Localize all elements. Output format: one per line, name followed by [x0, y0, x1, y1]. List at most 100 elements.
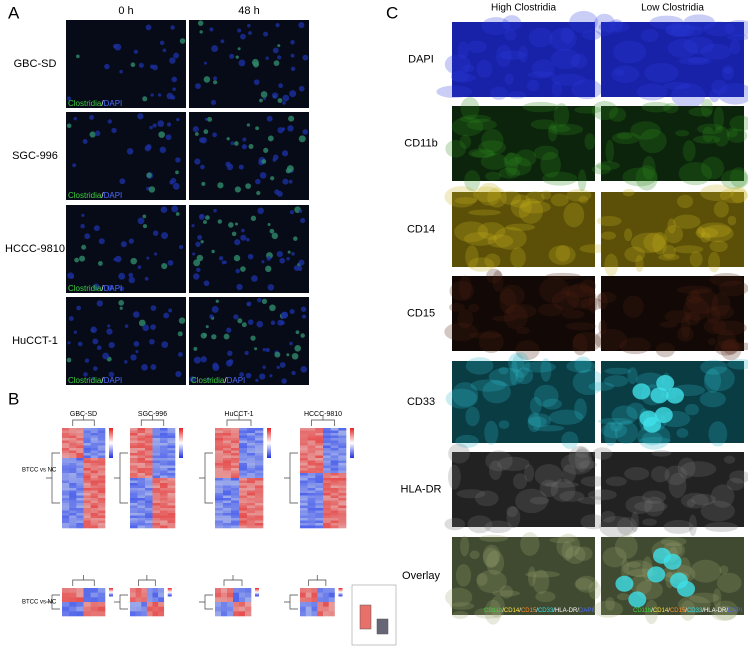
heatmap-cell — [247, 453, 256, 456]
heatmap-cell — [97, 460, 106, 464]
heatmap-cell — [130, 430, 138, 434]
cell — [251, 58, 259, 66]
cell — [290, 53, 295, 58]
heatmap-cell — [255, 478, 264, 481]
texture — [625, 495, 653, 515]
cell — [276, 250, 283, 258]
heatmap-cell — [247, 443, 256, 446]
heatmap-cell — [300, 478, 308, 481]
caption-marker: Clostridia — [68, 99, 102, 108]
heatmap-cell — [315, 455, 324, 459]
texture — [506, 506, 518, 517]
heatmap-cell — [338, 500, 347, 504]
texture — [575, 448, 590, 458]
heatmap-cell — [76, 520, 84, 524]
texture — [713, 106, 725, 131]
texture — [626, 402, 646, 420]
cell — [269, 304, 276, 312]
caption-part: / — [726, 608, 728, 614]
heatmap-cell — [223, 460, 232, 464]
heatmap-cell — [247, 465, 256, 469]
cell — [223, 333, 230, 340]
texture — [454, 197, 477, 205]
heatmap-cell — [167, 435, 176, 439]
heatmap-cell — [255, 488, 264, 491]
heatmap-cell — [300, 500, 308, 504]
color-key — [167, 588, 172, 597]
heatmap-cell — [130, 588, 136, 593]
caption-part: CD14 — [653, 608, 669, 614]
heatmap-cell — [145, 505, 153, 509]
heatmap-cell — [231, 443, 240, 446]
heatmap-cell — [307, 478, 316, 481]
heatmap-cell — [300, 508, 308, 511]
heatmap-cell — [231, 468, 240, 471]
texture — [528, 416, 547, 427]
heatmap-cell — [233, 611, 240, 617]
heatmap-cell — [231, 518, 240, 521]
heatmap-cell — [152, 440, 161, 444]
heatmap-cell — [76, 443, 84, 446]
cell — [263, 31, 269, 37]
heatmap-cell — [76, 493, 84, 496]
heatmap-cell — [330, 445, 339, 449]
heatmap-cell — [215, 611, 222, 617]
heatmap-cell — [130, 505, 138, 509]
heatmap-cell — [76, 478, 84, 481]
heatmap-cell — [231, 473, 240, 476]
texture — [465, 406, 480, 427]
cell — [154, 252, 158, 256]
texture — [574, 546, 593, 561]
heatmap-cell — [231, 493, 240, 496]
heatmap-cell — [223, 453, 232, 456]
cell — [293, 236, 298, 241]
heatmap-cell — [141, 602, 148, 607]
heatmap-cell — [76, 611, 84, 617]
heatmap-cell — [330, 495, 339, 499]
heatmap-cell — [223, 475, 232, 479]
heatmap-cell — [97, 602, 106, 607]
heatmap-cell — [338, 440, 347, 444]
texture — [561, 431, 579, 449]
cell — [255, 378, 259, 382]
heatmap-cell — [97, 478, 106, 481]
cell — [203, 61, 208, 65]
texture — [635, 254, 644, 273]
texture — [497, 456, 530, 472]
heatmap-cell — [215, 448, 224, 451]
heatmap-cell — [167, 463, 176, 466]
heatmap-cell — [330, 503, 339, 506]
heatmap-cell — [323, 430, 331, 434]
dendrogram — [72, 415, 95, 426]
heatmap-cell — [97, 445, 106, 449]
heatmap-cell — [215, 500, 224, 504]
cell — [302, 54, 309, 61]
texture — [489, 460, 503, 481]
follicle — [656, 375, 675, 392]
cell — [152, 64, 158, 71]
heatmap-cell — [167, 510, 176, 514]
texture — [476, 573, 488, 586]
heatmap-cell — [223, 478, 232, 481]
texture — [676, 194, 694, 209]
heatmap-cell — [330, 458, 339, 461]
texture — [578, 195, 589, 204]
heatmap-cell — [90, 465, 99, 469]
texture — [663, 103, 679, 114]
heatmap-cell — [338, 520, 347, 524]
cell — [230, 141, 235, 146]
heatmap-cell — [137, 463, 146, 466]
heatmap-cell — [130, 508, 138, 511]
cell — [169, 180, 174, 185]
heatmap-cell — [69, 505, 77, 509]
heatmap-cell — [233, 597, 240, 603]
texture — [652, 231, 668, 255]
heatmap-cell — [307, 455, 316, 459]
heatmap-cell — [239, 490, 248, 494]
heatmap-cell — [323, 493, 331, 496]
heatmap-title: GBC-SD — [70, 411, 97, 418]
heatmap-cell — [62, 435, 70, 439]
heatmap-cell — [330, 513, 339, 516]
heatmap-cell — [145, 510, 153, 514]
cell — [144, 276, 149, 281]
